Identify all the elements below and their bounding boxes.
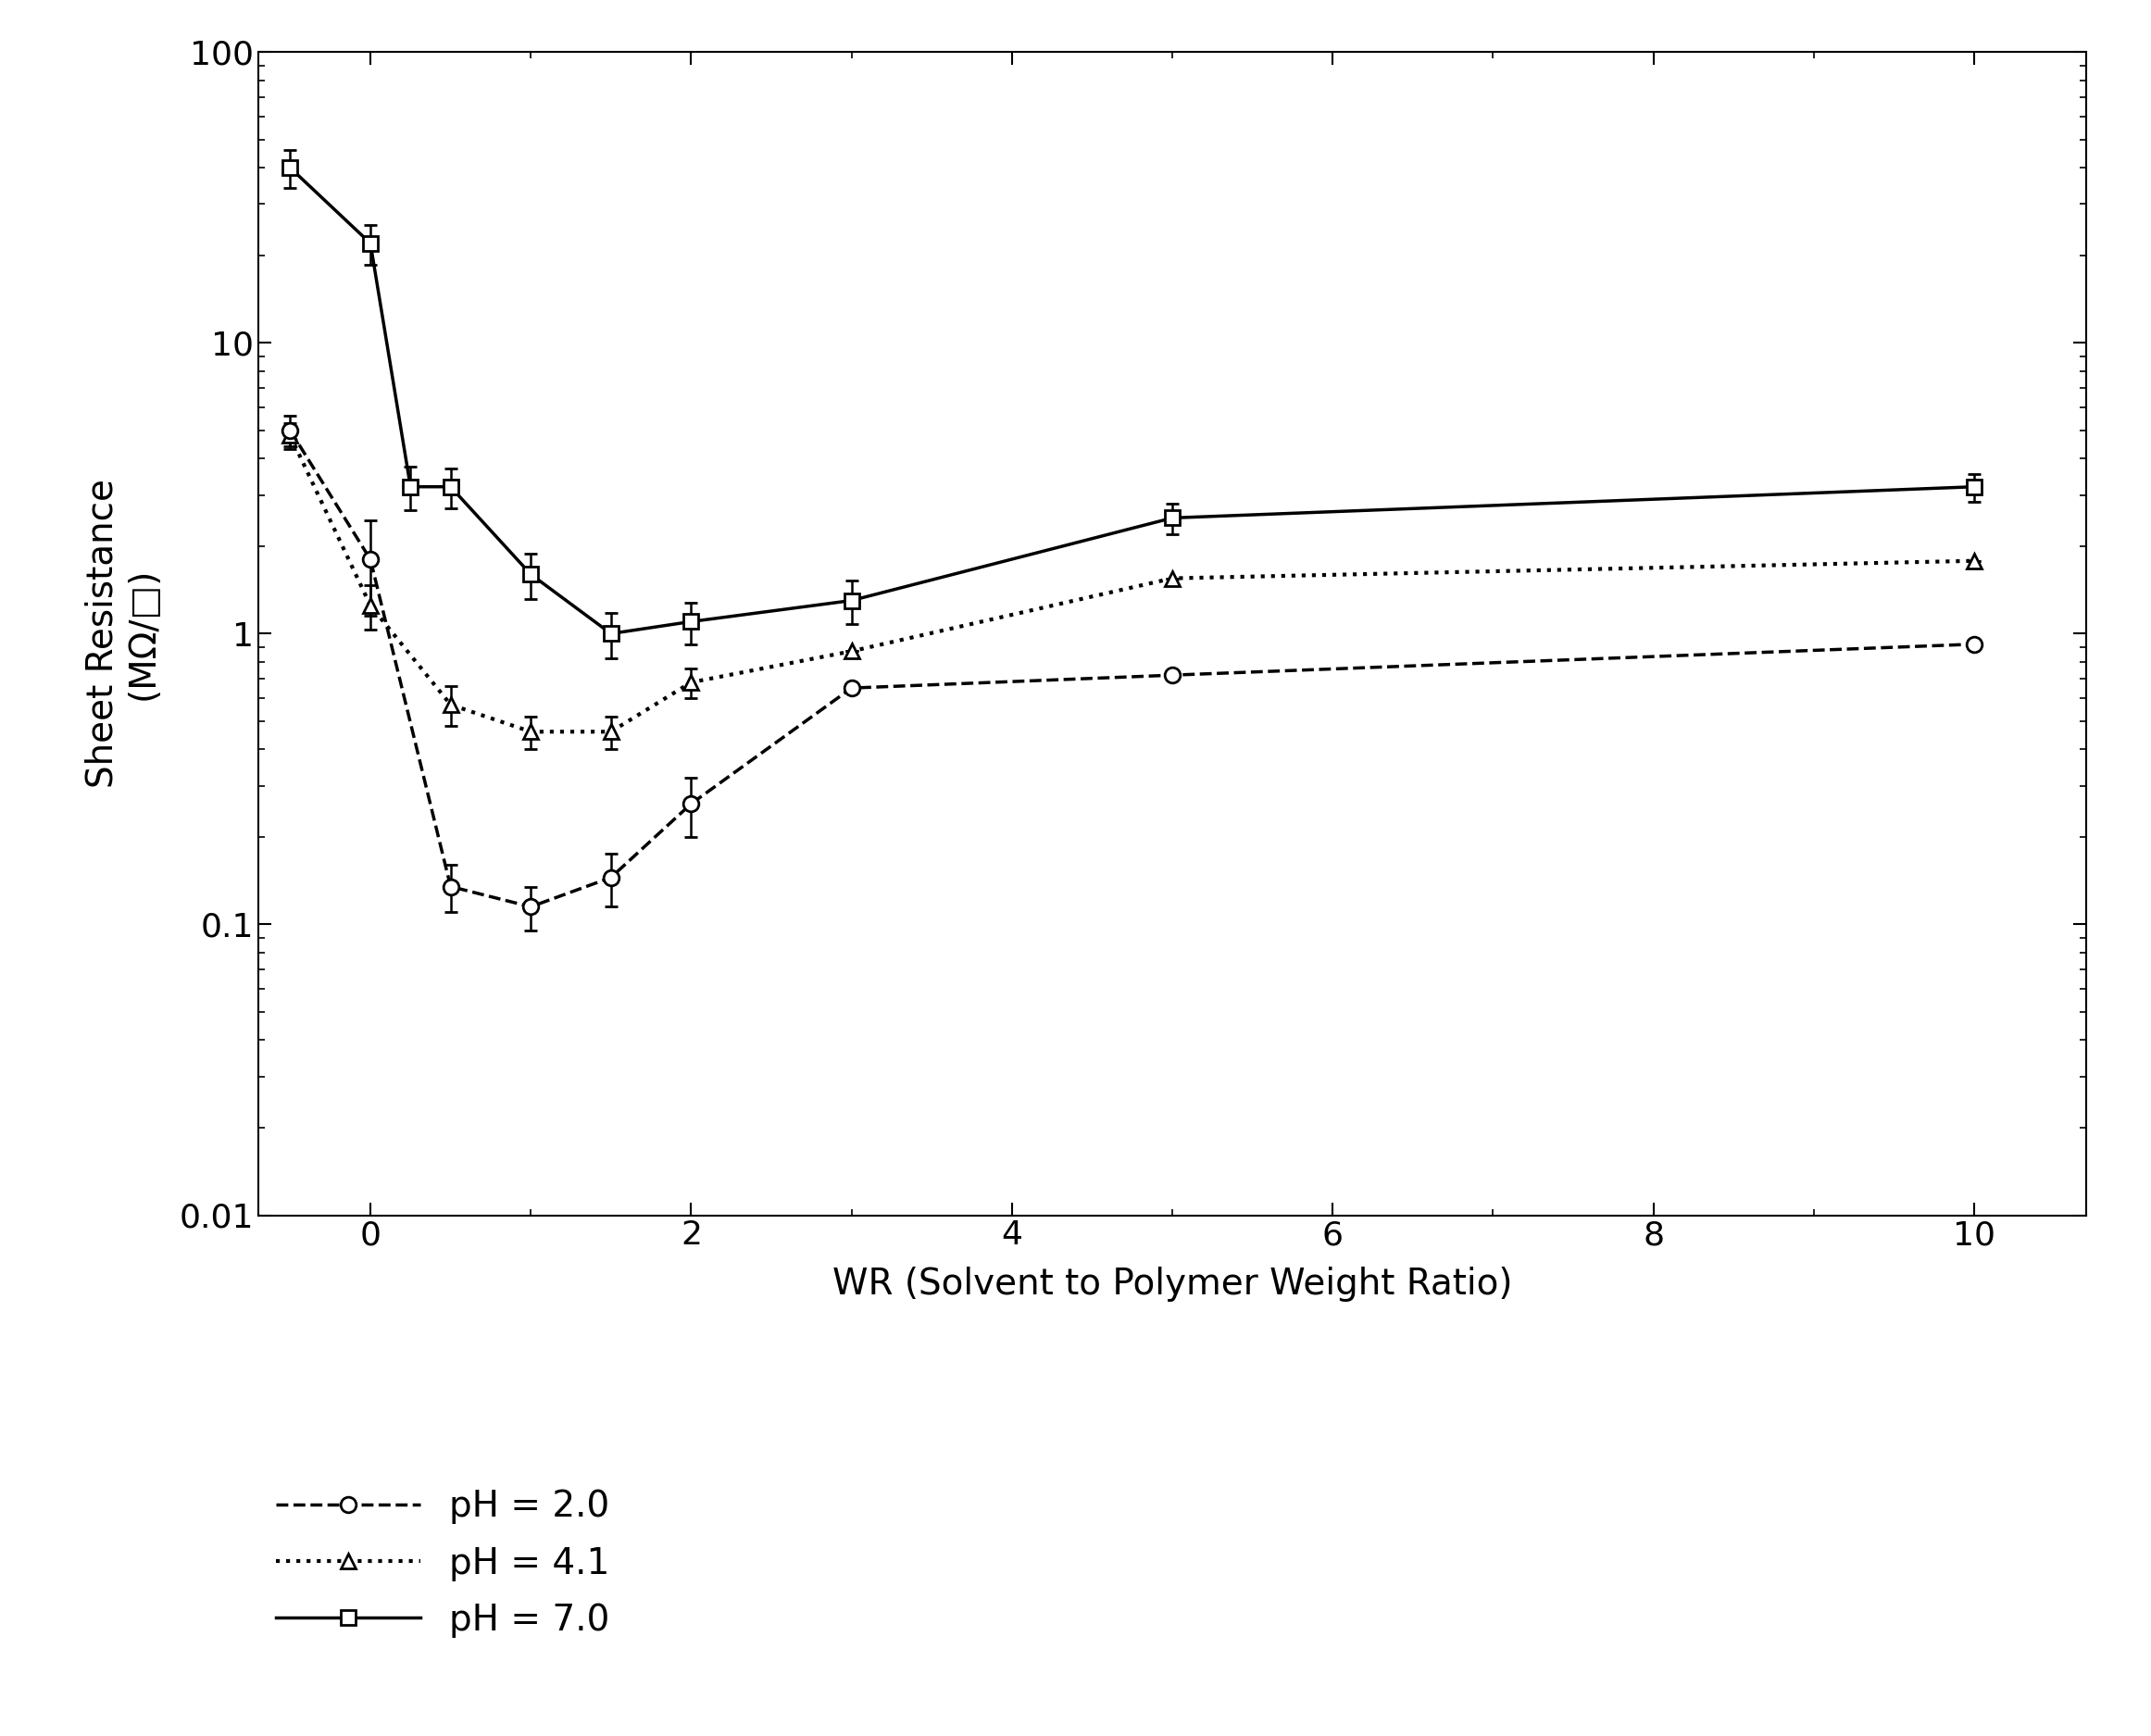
Legend: pH = 2.0, pH = 4.1, pH = 7.0: pH = 2.0, pH = 4.1, pH = 7.0 [275,1489,609,1637]
X-axis label: WR (Solvent to Polymer Weight Ratio): WR (Solvent to Polymer Weight Ratio) [832,1267,1512,1302]
Y-axis label: Sheet Resistance
(MΩ/□): Sheet Resistance (MΩ/□) [86,479,161,788]
